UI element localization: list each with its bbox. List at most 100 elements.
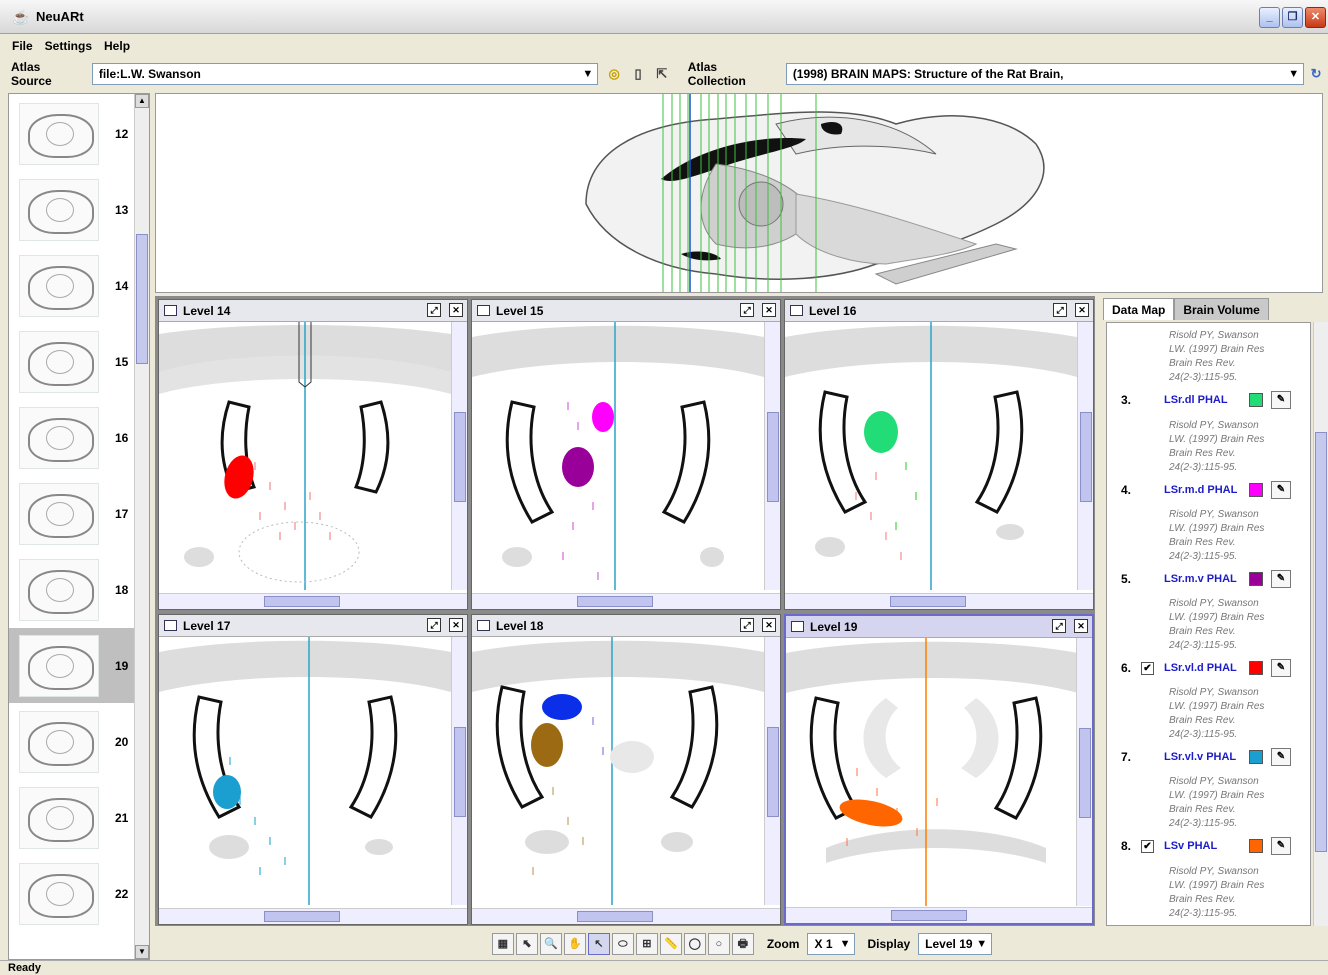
entry-label[interactable]: LSr.m.v PHAL: [1164, 573, 1237, 585]
panel-vertical-scrollbar[interactable]: [451, 322, 467, 590]
panel-vertical-scrollbar[interactable]: [764, 637, 780, 905]
print-icon[interactable]: 🖶: [731, 933, 754, 955]
tab-brain-volume[interactable]: Brain Volume: [1174, 298, 1269, 320]
level-panel[interactable]: Level 16 ⤢ ✕: [784, 299, 1094, 610]
edit-pencil-icon[interactable]: ✎: [1271, 570, 1291, 588]
panel-horizontal-scrollbar[interactable]: [472, 593, 780, 609]
visibility-checkbox-checked[interactable]: ✔: [1141, 839, 1154, 853]
scroll-thumb[interactable]: [1315, 432, 1327, 852]
level-thumbnail-list[interactable]: 12 13 14 15 16 17 18 19 20 21 22 ▲ ▼: [8, 93, 150, 960]
scroll-thumb[interactable]: [264, 911, 340, 922]
target-icon[interactable]: ◎: [608, 66, 620, 81]
edit-pencil-icon[interactable]: ✎: [1271, 659, 1291, 677]
circle-icon[interactable]: ○: [707, 933, 730, 955]
pointer-select-icon[interactable]: ⬉: [515, 933, 538, 955]
panel-header[interactable]: Level 16 ⤢ ✕: [785, 300, 1093, 322]
thumbnail-item-selected[interactable]: 19: [9, 628, 135, 703]
entry-label[interactable]: LSr.dl PHAL: [1164, 394, 1228, 406]
section-view[interactable]: [472, 637, 764, 905]
close-icon[interactable]: ✕: [1075, 303, 1089, 317]
thumbnail-item[interactable]: 17: [9, 476, 135, 551]
color-swatch[interactable]: [1249, 483, 1263, 497]
entry-label[interactable]: LSr.vl.d PHAL: [1164, 662, 1237, 674]
scroll-thumb[interactable]: [891, 910, 967, 921]
grid-icon[interactable]: ▦: [491, 933, 514, 955]
menu-settings[interactable]: Settings: [44, 39, 93, 53]
scroll-thumb[interactable]: [264, 596, 340, 607]
edit-pencil-icon[interactable]: ✎: [1271, 481, 1291, 499]
panel-horizontal-scrollbar[interactable]: [159, 593, 467, 609]
close-button[interactable]: ✕: [1305, 7, 1326, 28]
data-map-list[interactable]: Risold PY, Swanson LW. (1997) Brain Res Br…: [1106, 322, 1311, 926]
scroll-down-icon[interactable]: ▼: [135, 945, 149, 959]
thumbnail-item[interactable]: 21: [9, 780, 135, 855]
thumbnail-item[interactable]: 14: [9, 248, 135, 323]
level-panel[interactable]: Level 17 ⤢ ✕: [158, 614, 468, 925]
export-icon[interactable]: ⇱: [656, 66, 668, 81]
close-icon[interactable]: ✕: [762, 303, 776, 317]
level-panel[interactable]: Level 18 ⤢ ✕: [471, 614, 781, 925]
menu-file[interactable]: File: [12, 39, 33, 53]
maximize-icon[interactable]: ⤢: [427, 303, 441, 317]
pan-hand-icon[interactable]: ✋: [563, 933, 586, 955]
section-view[interactable]: [786, 638, 1078, 906]
close-icon[interactable]: ✕: [449, 303, 463, 317]
thumbnail-item[interactable]: 12: [9, 96, 135, 171]
panel-vertical-scrollbar[interactable]: [1076, 638, 1092, 906]
color-swatch[interactable]: [1249, 393, 1263, 407]
thumbnail-item[interactable]: 18: [9, 552, 135, 627]
panel-vertical-scrollbar[interactable]: [764, 322, 780, 590]
panel-horizontal-scrollbar[interactable]: [472, 908, 780, 924]
list-item[interactable]: 4. LSr.m.d PHAL ✎: [1107, 480, 1310, 500]
panel-header[interactable]: Level 15 ⤢ ✕: [472, 300, 780, 322]
scroll-thumb[interactable]: [767, 727, 779, 817]
thumbnail-item[interactable]: 22: [9, 856, 135, 931]
panel-horizontal-scrollbar[interactable]: [159, 908, 467, 924]
panel-vertical-scrollbar[interactable]: [1077, 322, 1093, 590]
scroll-thumb[interactable]: [890, 596, 966, 607]
section-view[interactable]: [472, 322, 764, 590]
list-item[interactable]: 7. LSr.vl.v PHAL ✎: [1107, 747, 1310, 767]
edit-pencil-icon[interactable]: ✎: [1271, 748, 1291, 766]
panel-header[interactable]: Level 14 ⤢ ✕: [159, 300, 467, 322]
list-item[interactable]: 6. ✔ LSr.vl.d PHAL ✎: [1107, 658, 1310, 678]
display-select[interactable]: Level 19 ▼: [918, 933, 993, 955]
entry-label[interactable]: LSr.m.d PHAL: [1164, 484, 1238, 496]
visibility-checkbox-checked[interactable]: ✔: [1141, 661, 1154, 675]
ruler-icon[interactable]: 📏: [659, 933, 682, 955]
panel-vertical-scrollbar[interactable]: [451, 637, 467, 905]
close-icon[interactable]: ✕: [762, 618, 776, 632]
edit-pencil-icon[interactable]: ✎: [1271, 391, 1291, 409]
scroll-thumb[interactable]: [1079, 728, 1091, 818]
atlas-source-select[interactable]: file:L.W. Swanson ▼: [91, 63, 599, 85]
scroll-thumb[interactable]: [1080, 412, 1092, 502]
visibility-checkbox[interactable]: [1141, 394, 1154, 407]
minimize-button[interactable]: _: [1259, 7, 1280, 28]
section-view[interactable]: [159, 322, 451, 590]
data-map-scrollbar[interactable]: [1313, 322, 1328, 926]
panel-horizontal-scrollbar[interactable]: [786, 907, 1092, 923]
section-view[interactable]: [159, 637, 451, 905]
thumbnail-item[interactable]: 13: [9, 172, 135, 247]
close-icon[interactable]: ✕: [449, 618, 463, 632]
restore-button[interactable]: ❐: [1282, 7, 1303, 28]
tab-data-map[interactable]: Data Map: [1103, 298, 1175, 320]
color-swatch[interactable]: [1249, 750, 1263, 764]
atlas-collection-select[interactable]: (1998) BRAIN MAPS: Structure of the Rat …: [785, 63, 1305, 85]
zoom-select[interactable]: X 1 ▼: [807, 933, 856, 955]
maximize-icon[interactable]: ⤢: [740, 618, 754, 632]
color-swatch[interactable]: [1249, 839, 1263, 853]
color-swatch[interactable]: [1249, 572, 1263, 586]
color-swatch[interactable]: [1249, 661, 1263, 675]
level-panel[interactable]: Level 15 ⤢ ✕: [471, 299, 781, 610]
scroll-thumb[interactable]: [577, 911, 653, 922]
ellipse-select-icon[interactable]: ⬭: [611, 933, 634, 955]
panel-header[interactable]: Level 19 ⤢ ✕: [786, 616, 1092, 638]
scroll-thumb[interactable]: [454, 412, 466, 502]
maximize-icon[interactable]: ⤢: [1053, 303, 1067, 317]
region-icon[interactable]: ◯: [683, 933, 706, 955]
scroll-thumb[interactable]: [577, 596, 653, 607]
scroll-thumb[interactable]: [136, 234, 148, 364]
menu-help[interactable]: Help: [104, 39, 131, 53]
section-view[interactable]: [785, 322, 1077, 590]
